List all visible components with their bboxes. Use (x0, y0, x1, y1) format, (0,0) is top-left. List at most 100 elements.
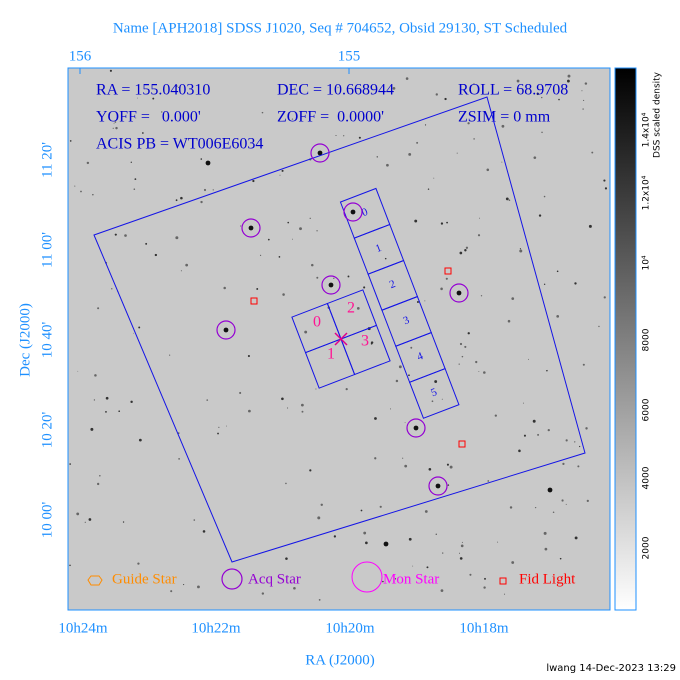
star (431, 400, 434, 403)
star (256, 288, 259, 290)
star (475, 360, 478, 364)
bright-star (435, 483, 441, 489)
footer: lwang 14-Dec-2023 13:29 (546, 663, 676, 674)
star (509, 506, 513, 509)
star (77, 370, 79, 372)
y-tick-label: 10 20' (39, 411, 55, 448)
star (424, 300, 426, 302)
star (84, 521, 86, 523)
sky-image (67, 67, 611, 611)
star (507, 319, 511, 323)
star (267, 238, 270, 241)
star (558, 98, 560, 101)
info: ZSIM = 0 mm (458, 109, 551, 126)
field-of-view (93, 96, 586, 563)
chip-label: 2 (388, 278, 397, 291)
star (311, 263, 314, 267)
star (376, 156, 378, 158)
star (484, 577, 486, 580)
star (598, 325, 600, 328)
top-tick-label: 155 (338, 48, 361, 64)
star (217, 432, 219, 435)
star (111, 288, 113, 290)
colorbar-tick-label: 6000 (642, 398, 652, 421)
star (428, 467, 432, 471)
star (382, 580, 384, 583)
star (486, 168, 490, 172)
star (582, 108, 584, 110)
star (426, 566, 429, 569)
star (88, 518, 92, 521)
x-tick-label: 10h24m (58, 620, 108, 636)
chip-label: 1 (374, 242, 383, 255)
star (370, 341, 374, 344)
bright-star (317, 150, 323, 156)
star (292, 238, 293, 240)
title: Name [APH2018] SDSS J1020, Seq # 704652,… (113, 20, 568, 36)
star (574, 282, 577, 285)
star (408, 374, 410, 377)
x-tick-label: 10h20m (325, 620, 375, 636)
star (441, 398, 443, 400)
y-tick-label: 10 40' (39, 321, 55, 358)
star (152, 97, 155, 100)
star (281, 397, 284, 401)
star (390, 408, 392, 410)
star (473, 138, 475, 140)
star (445, 277, 448, 280)
star (301, 410, 304, 413)
star (96, 482, 100, 486)
star (239, 391, 242, 394)
star (461, 355, 464, 358)
star (240, 225, 242, 227)
colorbar (614, 67, 637, 611)
star (113, 123, 115, 125)
star (118, 410, 121, 413)
star (197, 585, 200, 589)
star (80, 190, 82, 193)
star (142, 132, 144, 134)
acq-stars (216, 143, 469, 496)
star (433, 177, 435, 179)
star (114, 233, 117, 236)
star (180, 196, 183, 200)
star (603, 179, 606, 182)
star (440, 287, 443, 291)
star (178, 86, 180, 89)
info: RA = 155.040310 (96, 82, 210, 99)
colorbar-tick-label: 4000 (642, 466, 652, 489)
x-tick-label: 10h18m (459, 620, 509, 636)
star (69, 140, 72, 142)
star (547, 428, 550, 432)
star (185, 263, 189, 267)
legend-label: Mon Star (383, 571, 439, 587)
acis-i (291, 289, 391, 389)
star (252, 179, 255, 183)
acq-star (241, 218, 261, 238)
star (574, 441, 576, 443)
legend-symbol (87, 575, 103, 586)
star (169, 354, 171, 356)
star (480, 295, 483, 297)
star (483, 586, 486, 589)
star (285, 482, 287, 485)
star (565, 439, 568, 442)
y-tick-label: 11 20' (39, 142, 55, 178)
star (333, 277, 335, 279)
star (170, 590, 173, 593)
star (279, 174, 281, 176)
chip-label: 1 (327, 346, 335, 363)
star (461, 541, 463, 543)
top-tick-label: 156 (69, 48, 92, 64)
star (442, 552, 444, 554)
star (200, 158, 203, 160)
colorbar-tick-label: 10⁴ (642, 255, 652, 270)
legend-label: Guide Star (112, 571, 177, 587)
star (282, 293, 285, 296)
star (124, 234, 127, 237)
colorbar-label: DSS scaled density (653, 71, 663, 158)
x-tick-label: 10h22m (191, 620, 241, 636)
star (559, 557, 562, 560)
fid-light (444, 267, 452, 275)
star (226, 425, 228, 427)
